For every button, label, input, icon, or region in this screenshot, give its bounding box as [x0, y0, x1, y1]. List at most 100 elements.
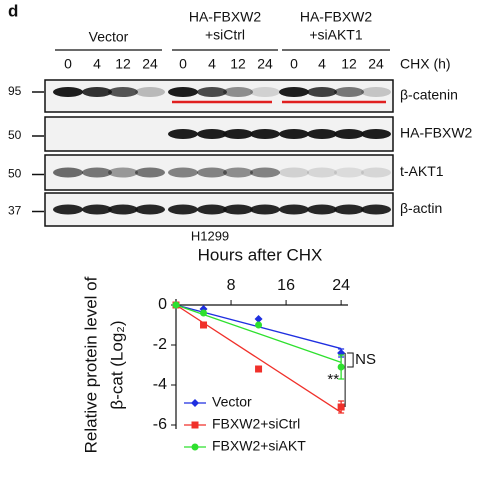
band [361, 87, 391, 97]
legend-label: Vector [212, 394, 252, 410]
mw-marker: 37 [8, 204, 22, 218]
band [307, 167, 337, 178]
blot-label: HA-FBXW2 [400, 125, 473, 141]
band [135, 87, 165, 97]
band [223, 167, 253, 178]
legend-marker [191, 399, 199, 407]
band [197, 167, 227, 178]
band [108, 204, 138, 215]
x-tick-label: 8 [227, 277, 236, 294]
time-label: 24 [142, 56, 158, 72]
group-label: HA-FBXW2 [300, 9, 373, 25]
band [223, 87, 253, 97]
band [250, 204, 280, 215]
annotation: ** [327, 371, 339, 388]
group-label: +siAKT1 [309, 27, 363, 43]
mw-marker: 95 [8, 84, 22, 98]
band [250, 129, 280, 139]
band [168, 87, 198, 97]
group-label: +siCtrl [205, 27, 245, 43]
band [279, 167, 309, 178]
x-tick-label: 16 [277, 277, 295, 294]
point [172, 301, 180, 309]
band [361, 129, 391, 139]
time-label: 4 [208, 56, 216, 72]
time-label: 4 [93, 56, 101, 72]
y-tick-label: -2 [153, 336, 167, 353]
panel-label: d [8, 1, 18, 20]
y-tick-label: 0 [158, 296, 167, 313]
band [307, 129, 337, 139]
blot-label: β-catenin [400, 87, 458, 103]
band [197, 87, 227, 97]
group-label: Vector [89, 29, 129, 45]
band [168, 129, 198, 139]
band [223, 204, 253, 215]
point [255, 365, 263, 373]
band [53, 167, 83, 178]
band [279, 87, 309, 97]
time-label: 12 [230, 56, 246, 72]
point [200, 321, 208, 329]
band [168, 204, 198, 215]
band [82, 167, 112, 178]
band [334, 167, 364, 178]
band [197, 204, 227, 215]
time-label: 0 [290, 56, 298, 72]
time-label: 12 [341, 56, 357, 72]
band [197, 129, 227, 139]
y-axis-label: β-cat (Log₂) [107, 320, 126, 409]
legend-marker [191, 443, 199, 451]
y-axis-label: Relative protein level of [81, 276, 100, 453]
time-label: 0 [179, 56, 187, 72]
band [82, 87, 112, 97]
band [250, 87, 280, 97]
bracket [347, 352, 354, 368]
band [250, 167, 280, 178]
band [334, 87, 364, 97]
band [361, 204, 391, 215]
point [254, 315, 263, 323]
band [135, 167, 165, 178]
band [168, 167, 198, 178]
blot-label: β-actin [400, 200, 442, 216]
mw-marker: 50 [8, 128, 22, 142]
y-tick-label: -4 [153, 376, 167, 393]
cell-line: H1299 [191, 228, 229, 243]
band [307, 204, 337, 215]
point [255, 321, 263, 329]
group-label: HA-FBXW2 [189, 9, 262, 25]
band [334, 204, 364, 215]
point [337, 403, 345, 411]
band [223, 129, 253, 139]
legend-marker [191, 421, 199, 429]
band [108, 87, 138, 97]
annotation: NS [355, 351, 376, 368]
band [361, 167, 391, 178]
legend-label: FBXW2+siAKT [212, 438, 306, 454]
time-unit: CHX (h) [400, 56, 451, 72]
time-label: 0 [64, 56, 72, 72]
band [82, 204, 112, 215]
time-label: 12 [115, 56, 131, 72]
band [135, 204, 165, 215]
chart-title: Hours after CHX [198, 245, 323, 264]
mw-marker: 50 [8, 167, 22, 181]
time-label: 4 [318, 56, 326, 72]
band [53, 204, 83, 215]
band [53, 87, 83, 97]
band [279, 204, 309, 215]
band [279, 129, 309, 139]
x-tick-label: 24 [332, 277, 350, 294]
legend-label: FBXW2+siCtrl [212, 416, 300, 432]
point [200, 309, 208, 317]
blot-label: t-AKT1 [400, 163, 444, 179]
y-tick-label: -6 [153, 416, 167, 433]
band [307, 87, 337, 97]
point [337, 363, 345, 371]
time-label: 24 [257, 56, 273, 72]
time-label: 24 [368, 56, 384, 72]
band [334, 129, 364, 139]
band [108, 167, 138, 178]
